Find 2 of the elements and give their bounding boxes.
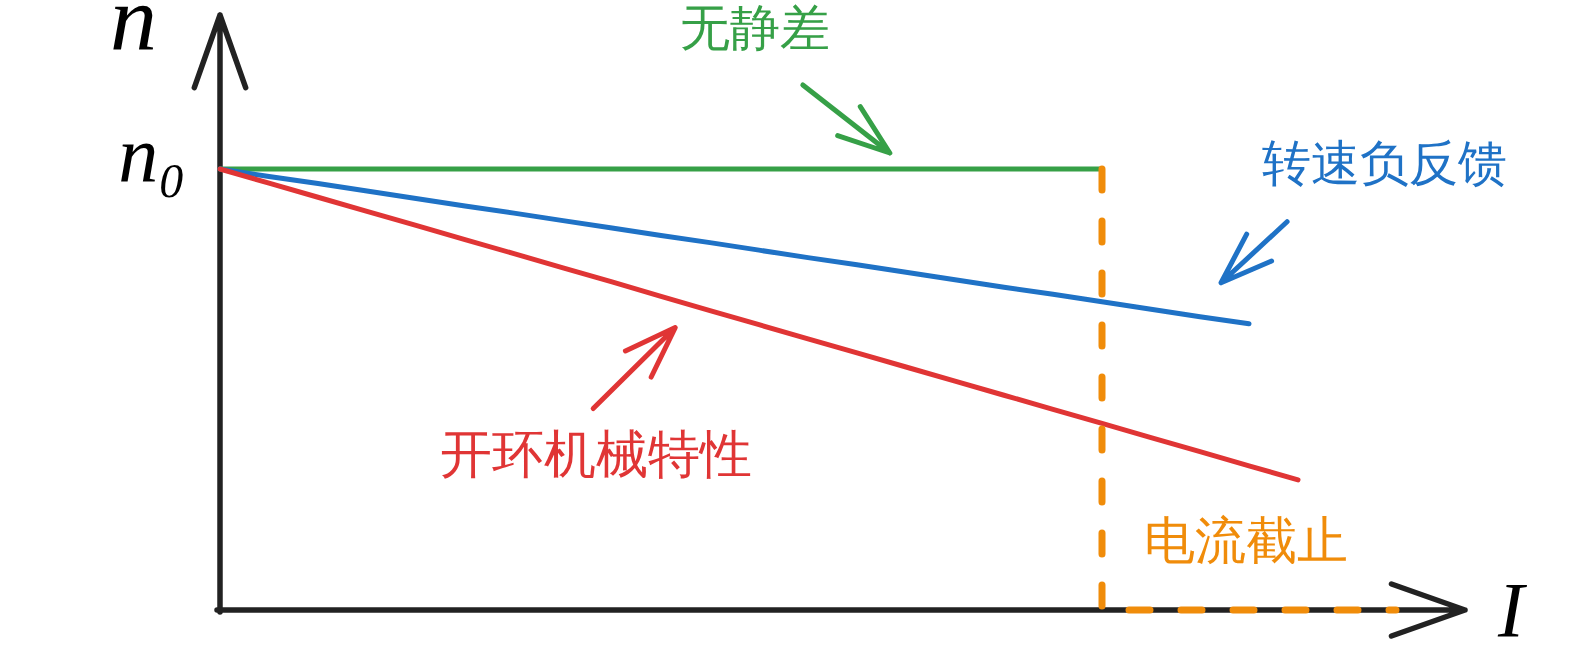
y-axis-title: n <box>110 0 157 70</box>
annotation: n₀ <box>118 110 186 198</box>
